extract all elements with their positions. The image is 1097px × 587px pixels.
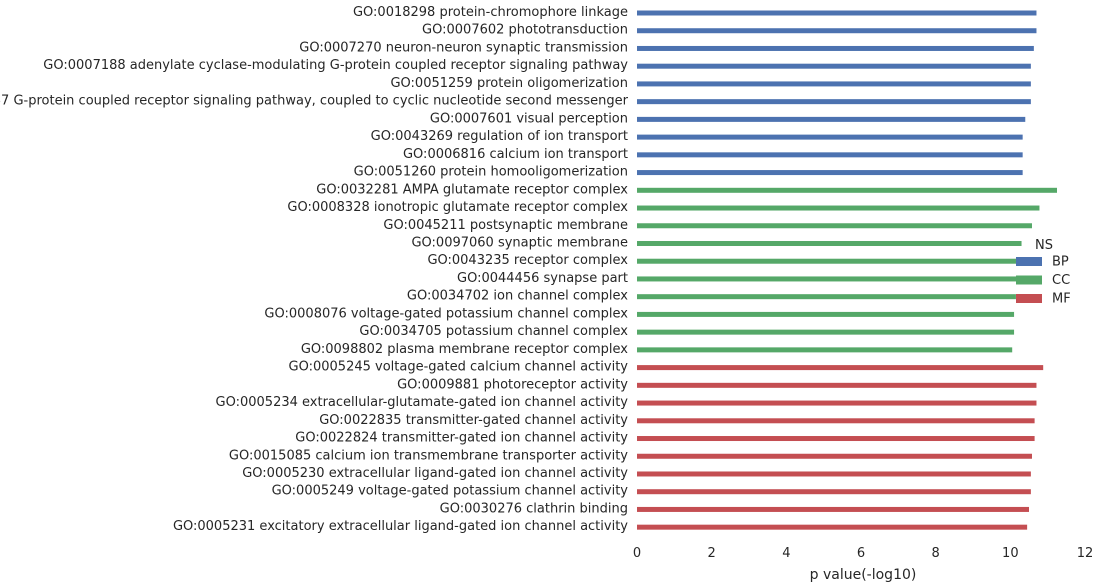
- category-label: GO:0005231 excitatory extracellular liga…: [173, 519, 628, 534]
- category-label: GO:0018298 protein-chromophore linkage: [353, 5, 628, 20]
- legend-label-bp: BP: [1052, 255, 1069, 270]
- bar-cc: [637, 329, 1015, 335]
- x-tick-label: 0: [633, 546, 641, 561]
- bar-bp: [637, 81, 1031, 87]
- category-label: GO:0009881 photoreceptor activity: [397, 377, 628, 392]
- bar-mf: [637, 400, 1037, 406]
- category-label: GO:0008328 ionotropic glutamate receptor…: [287, 200, 628, 215]
- category-label: GO:0007602 phototransduction: [422, 23, 628, 38]
- category-label: GO:0007188 adenylate cyclase-modulating …: [43, 58, 628, 73]
- bar-bp: [637, 10, 1037, 16]
- bar-cc: [637, 311, 1015, 317]
- category-label: GO:0005234 extracellular-glutamate-gated…: [216, 395, 629, 410]
- x-axis: 0 2 4 6 8 10 12: [633, 546, 1093, 561]
- bar-bp: [637, 170, 1023, 176]
- category-label: GO:0005245 voltage-gated calcium channel…: [289, 360, 629, 375]
- bar-mf: [637, 489, 1031, 495]
- bar-mf: [637, 418, 1035, 424]
- bar-bp: [637, 134, 1023, 140]
- category-label: GO:0051259 protein oligomerization: [390, 76, 628, 91]
- x-tick-label: 2: [708, 546, 716, 561]
- bar-bp: [637, 152, 1023, 158]
- category-label: GO:0034702 ion channel complex: [407, 289, 628, 304]
- category-label: GO:0032281 AMPA glutamate receptor compl…: [316, 182, 628, 197]
- bar-mf: [637, 436, 1035, 442]
- bar-cc: [637, 223, 1032, 229]
- category-label: GO:0043235 receptor complex: [427, 253, 628, 268]
- x-tick-label: 12: [1077, 546, 1094, 561]
- bar-cc: [637, 240, 1022, 246]
- bar-bp: [637, 99, 1031, 105]
- category-label: GO:0007187 G-protein coupled receptor si…: [0, 94, 629, 109]
- bar-bp: [637, 45, 1034, 51]
- category-label: GO:0007270 neuron-neuron synaptic transm…: [299, 40, 628, 55]
- category-label: GO:0015085 calcium ion transmembrane tra…: [229, 448, 628, 463]
- category-label: GO:0005230 extracellular ligand-gated io…: [242, 466, 628, 481]
- bar-mf: [637, 382, 1037, 388]
- category-label: GO:0045211 postsynaptic membrane: [383, 218, 628, 233]
- bars-layer: [637, 10, 1057, 530]
- category-label: GO:0043269 regulation of ion transport: [371, 129, 628, 144]
- bar-cc: [637, 258, 1020, 264]
- bar-cc: [637, 276, 1018, 282]
- category-label: GO:0044456 synapse part: [457, 271, 628, 286]
- bar-mf: [637, 471, 1031, 477]
- bar-bp: [637, 28, 1037, 34]
- legend-swatch-mf: [1016, 294, 1042, 303]
- legend-label-cc: CC: [1052, 273, 1070, 288]
- x-tick-label: 4: [782, 546, 790, 561]
- category-label: GO:0005249 voltage-gated potassium chann…: [272, 484, 629, 499]
- category-label: GO:0022824 transmitter-gated ion channel…: [295, 431, 628, 446]
- bar-mf: [637, 453, 1032, 459]
- legend-label-mf: MF: [1052, 292, 1071, 307]
- category-label: GO:0007601 visual perception: [430, 111, 628, 126]
- legend-swatch-cc: [1016, 275, 1042, 285]
- bar-cc: [637, 205, 1040, 211]
- category-label: GO:0097060 synaptic membrane: [411, 235, 628, 250]
- category-labels: GO:0018298 protein-chromophore linkage GO…: [0, 5, 629, 534]
- legend-swatch-bp: [1016, 257, 1042, 266]
- category-label: GO:0098802 plasma membrane receptor comp…: [301, 342, 628, 357]
- category-label: GO:0051260 protein homooligomerization: [354, 165, 628, 180]
- bar-bp: [637, 116, 1026, 122]
- category-label: GO:0030276 clathrin binding: [440, 501, 628, 516]
- x-tick-label: 10: [1002, 546, 1019, 561]
- legend: NS BP CC MF: [1016, 238, 1071, 307]
- x-tick-label: 8: [932, 546, 940, 561]
- bar-mf: [637, 365, 1044, 371]
- category-label: GO:0034705 potassium channel complex: [359, 324, 628, 339]
- bar-bp: [637, 63, 1031, 69]
- legend-title: NS: [1035, 238, 1053, 253]
- bar-mf: [637, 524, 1028, 530]
- bar-cc: [637, 347, 1013, 353]
- category-label: GO:0022835 transmitter-gated channel act…: [319, 413, 628, 428]
- category-label: GO:0008076 voltage-gated potassium chann…: [264, 306, 628, 321]
- x-axis-title: p value(-log10): [810, 567, 917, 583]
- bar-mf: [637, 506, 1029, 512]
- x-tick-label: 6: [857, 546, 865, 561]
- bar-cc: [637, 294, 1016, 300]
- category-label: GO:0006816 calcium ion transport: [403, 147, 628, 162]
- bar-cc: [637, 187, 1057, 193]
